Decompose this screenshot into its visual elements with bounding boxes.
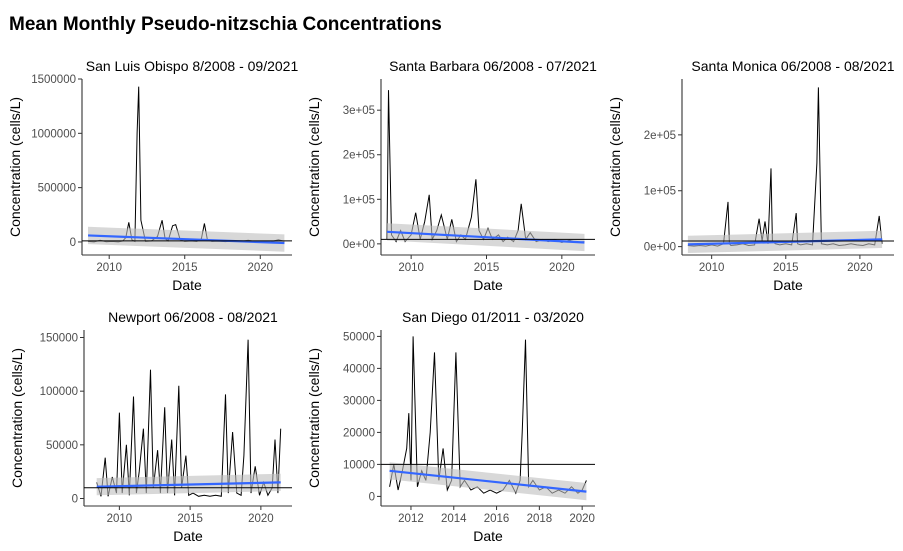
y-tick-label: 1500000 [31,74,76,86]
x-tick-label: 2020 [847,262,873,274]
x-tick-label: 2015 [172,262,198,274]
concentration-line [386,90,585,244]
panel-title: San Luis Obispo 8/2008 - 09/2021 [86,58,299,74]
y-axis-label: Concentration (cells/L) [306,97,322,237]
x-tick-label: 2010 [699,262,725,274]
x-tick-label: 2015 [177,513,203,525]
x-tick-label: 2018 [527,513,553,525]
y-tick-label: 0e+00 [644,242,676,254]
y-tick-label: 1e+05 [343,194,375,206]
y-tick-label: 50000 [46,440,78,452]
y-axis-label: Concentration (cells/L) [306,348,322,488]
chart-panel-5: San Diego 01/2011 - 03/2020 0 10000 20000 30… [306,309,595,544]
trend-line [386,230,585,244]
x-tick-label: 2020 [549,262,575,274]
trend-line [96,481,281,488]
y-tick-label: 500000 [38,183,76,195]
x-tick-label: 2016 [484,513,510,525]
x-axis-label: Date [473,277,503,293]
y-axis-label: Concentration (cells/L) [607,97,623,237]
y-tick-label: 100000 [40,386,78,398]
x-axis-label: Date [473,528,503,544]
x-tick-label: 2014 [441,513,467,525]
chart-panel-3: Santa Monica 06/2008 - 08/2021 0e+00 1e+05… [607,58,895,293]
x-tick-label: 2010 [96,262,122,274]
concentration-line [687,87,883,247]
y-tick-label: 150000 [40,333,78,345]
trend-line [389,469,587,493]
y-tick-label: 0 [70,237,76,249]
panel-title: Santa Monica 06/2008 - 08/2021 [691,58,894,74]
x-tick-label: 2020 [248,513,274,525]
y-tick-label: 10000 [343,459,375,471]
concentration-line [87,86,285,243]
trend-line [687,238,883,246]
y-tick-label: 2e+05 [343,150,375,162]
y-tick-label: 0 [72,493,78,505]
y-tick-label: 30000 [343,395,375,407]
x-tick-label: 2020 [247,262,273,274]
y-tick-label: 3e+05 [343,105,375,117]
y-tick-label: 40000 [343,363,375,375]
y-axis-label: Concentration (cells/L) [9,348,25,488]
x-axis-label: Date [173,528,203,544]
y-tick-label: 50000 [343,331,375,343]
figure-title: Mean Monthly Pseudo-nitzschia Concentrat… [9,14,442,35]
panel-title: San Diego 01/2011 - 03/2020 [402,309,584,325]
chart-panel-2: Santa Barbara 06/2008 - 07/2021 0e+00 1e+0… [306,58,597,293]
concentration-line [96,339,282,497]
y-tick-label: 20000 [343,427,375,439]
chart-panel-1: San Luis Obispo 8/2008 - 09/2021 0 500000 1… [7,58,298,293]
y-tick-label: 0 [369,491,375,503]
y-tick-label: 1000000 [31,128,76,140]
y-tick-label: 0e+00 [343,239,375,251]
x-tick-label: 2012 [398,513,424,525]
y-tick-label: 2e+05 [644,130,676,142]
x-tick-label: 2010 [107,513,133,525]
x-tick-label: 2020 [569,513,595,525]
x-axis-label: Date [773,277,803,293]
y-axis-label: Concentration (cells/L) [7,97,23,237]
x-tick-label: 2010 [398,262,424,274]
panel-title: Santa Barbara 06/2008 - 07/2021 [389,58,597,74]
x-tick-label: 2015 [773,262,799,274]
trend-line [88,234,285,245]
x-axis-label: Date [172,277,202,293]
chart-panel-4: Newport 06/2008 - 08/2021 0 50000 100000 150… [9,309,292,544]
x-tick-label: 2015 [474,262,500,274]
y-tick-label: 1e+05 [644,186,676,198]
panel-title: Newport 06/2008 - 08/2021 [108,309,278,325]
